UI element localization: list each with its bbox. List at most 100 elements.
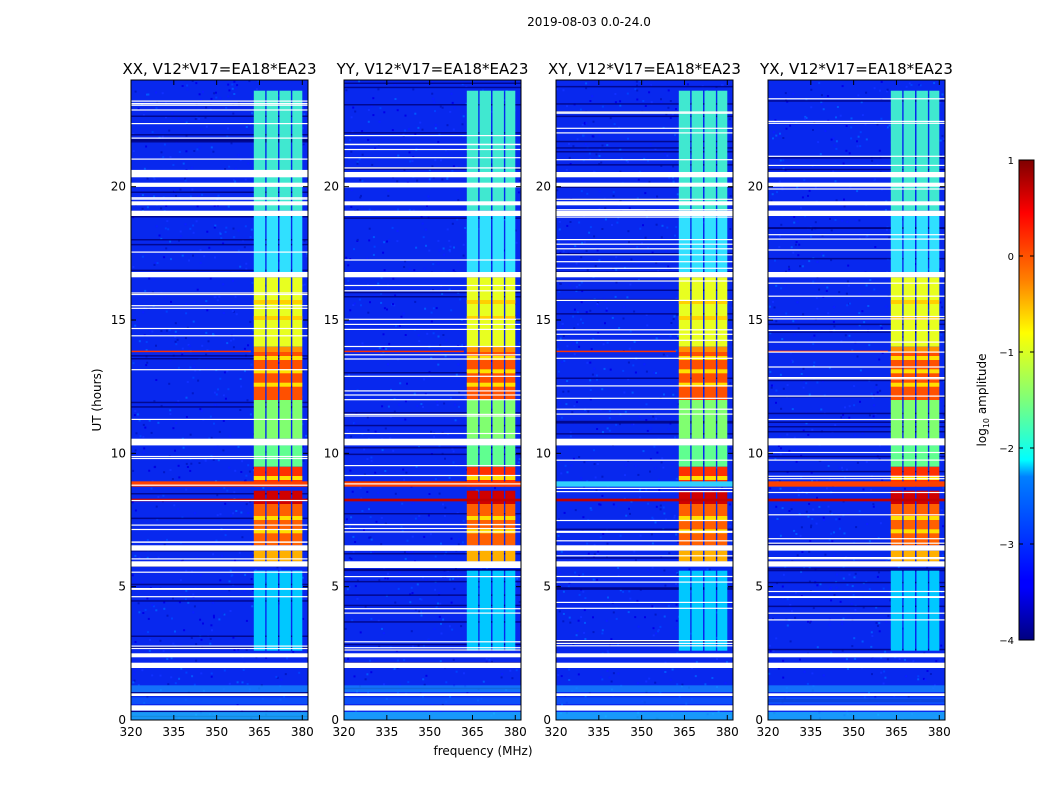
noise-pixel [731, 307, 733, 310]
noise-pixel [874, 696, 877, 699]
noise-pixel [195, 643, 198, 646]
noise-pixel [606, 341, 609, 344]
noise-pixel [404, 418, 407, 421]
rfi-cell [691, 346, 703, 352]
noise-pixel [808, 260, 811, 263]
noise-pixel [659, 508, 662, 511]
noise-pixel [926, 670, 929, 672]
noise-pixel [557, 674, 560, 677]
dark-row [556, 186, 733, 188]
rfi-stripe [492, 300, 504, 304]
noise-pixel [833, 531, 835, 534]
noise-pixel [302, 143, 305, 146]
noise-pixel [557, 534, 560, 537]
noise-pixel [855, 526, 858, 529]
noise-pixel [451, 169, 454, 172]
noise-pixel [190, 637, 193, 639]
noise-pixel [416, 405, 419, 407]
rfi-cell [717, 277, 728, 347]
noise-pixel [878, 630, 881, 633]
noise-pixel [880, 671, 883, 674]
rfi-stripe [479, 476, 491, 480]
noise-pixel [153, 263, 156, 266]
noise-pixel [516, 577, 519, 580]
rfi-cell [929, 504, 940, 546]
noise-pixel [858, 293, 861, 295]
rfi-cell [279, 570, 291, 651]
noise-pixel [828, 623, 831, 626]
noise-pixel [231, 310, 234, 313]
noise-pixel [432, 332, 435, 335]
noise-pixel [445, 551, 448, 554]
flag-line [556, 519, 733, 522]
noise-pixel [788, 510, 791, 512]
noise-pixel [872, 505, 875, 508]
noise-pixel [901, 335, 904, 338]
noise-pixel [356, 389, 359, 392]
rfi-stripe [279, 300, 291, 304]
noise-pixel [427, 514, 430, 517]
noise-pixel [206, 230, 209, 233]
noise-pixel [246, 683, 249, 685]
noise-pixel [441, 293, 444, 295]
noise-pixel [777, 667, 780, 670]
noise-pixel [350, 150, 353, 153]
noise-pixel [198, 117, 201, 120]
noise-pixel [188, 259, 190, 262]
colorbar-label-log: log [975, 428, 989, 446]
noise-pixel [848, 334, 851, 337]
noise-pixel [790, 246, 793, 249]
noise-pixel [593, 367, 596, 370]
noise-pixel [185, 589, 188, 592]
rfi-cell [678, 400, 691, 439]
rfi-stripe [704, 476, 716, 480]
noise-pixel [660, 165, 663, 167]
noise-pixel [380, 276, 383, 279]
noise-pixel [861, 640, 864, 643]
noise-pixel [556, 489, 559, 492]
flag-line [768, 164, 945, 166]
noise-pixel [656, 195, 659, 198]
noise-pixel [425, 674, 428, 677]
noise-pixel [851, 585, 854, 588]
noise-pixel [856, 355, 859, 358]
noise-pixel [378, 645, 381, 648]
rfi-stripe [929, 316, 940, 320]
noise-pixel [782, 676, 785, 679]
noise-pixel [618, 126, 620, 129]
noise-pixel [586, 542, 589, 545]
noise-pixel [905, 85, 908, 88]
noise-pixel [618, 327, 621, 329]
y-tick-label: 0 [118, 713, 126, 727]
noise-pixel [192, 593, 195, 596]
noise-pixel [366, 490, 369, 493]
y-tick-label: 5 [755, 580, 763, 594]
noise-pixel [784, 566, 787, 568]
noise-pixel [449, 110, 452, 113]
noise-pixel [686, 83, 689, 86]
noise-pixel [394, 294, 397, 297]
noise-pixel [430, 430, 433, 433]
noise-pixel [569, 621, 572, 624]
noise-pixel [518, 601, 521, 603]
noise-pixel [581, 290, 584, 293]
noise-pixel [199, 261, 202, 264]
noise-pixel [490, 110, 493, 113]
noise-pixel [444, 506, 447, 509]
noise-pixel [404, 551, 407, 554]
noise-pixel [660, 461, 663, 464]
noise-pixel [613, 123, 616, 126]
noise-pixel [350, 557, 353, 560]
noise-pixel [368, 239, 371, 242]
flag-line [556, 581, 733, 583]
flag-line [131, 123, 308, 125]
rfi-cell [903, 90, 915, 211]
noise-pixel [604, 322, 606, 325]
noise-pixel [885, 305, 888, 308]
noise-pixel [219, 377, 222, 380]
noise-pixel [437, 239, 440, 242]
noise-pixel [940, 270, 943, 273]
noise-pixel [840, 416, 843, 419]
rfi-cell [492, 445, 504, 467]
